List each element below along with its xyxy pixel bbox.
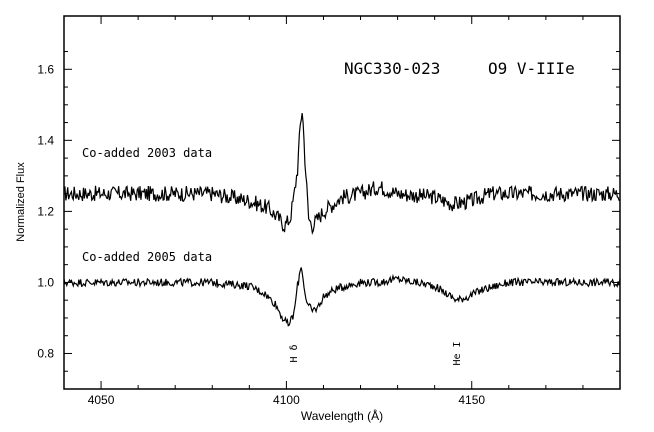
y-tick-label: 1.6 (37, 62, 54, 76)
y-tick-label: 1.2 (37, 204, 54, 218)
label-layer: H δ He I (289, 341, 463, 365)
series-label-2003: Co-added 2003 data (82, 146, 212, 160)
spectral-line-label: H δ (289, 344, 300, 362)
series-line (63, 113, 621, 235)
y-tick-label: 1.0 (37, 275, 54, 289)
tick-group: 4050 4100 4150 0.8 1.0 1.2 1.4 1.6 (37, 16, 621, 407)
y-axis-label: Normalized Flux (15, 162, 27, 242)
x-axis-label: Wavelength (Å) (301, 408, 383, 423)
y-tick-label: 1.4 (37, 133, 54, 147)
series-label-2005: Co-added 2005 data (82, 250, 212, 264)
x-tick-label: 4150 (458, 393, 485, 407)
x-tick-label: 4100 (273, 393, 300, 407)
series-line (63, 267, 621, 327)
x-tick-label: 4050 (88, 393, 115, 407)
plot-frame (63, 15, 621, 390)
chart-subtitle: O9 V-IIIe (488, 59, 575, 78)
y-tick-label: 0.8 (37, 346, 54, 360)
spectral-line-label: He I (452, 341, 463, 365)
series-layer (63, 113, 621, 327)
chart-title: NGC330-023 (344, 59, 440, 78)
